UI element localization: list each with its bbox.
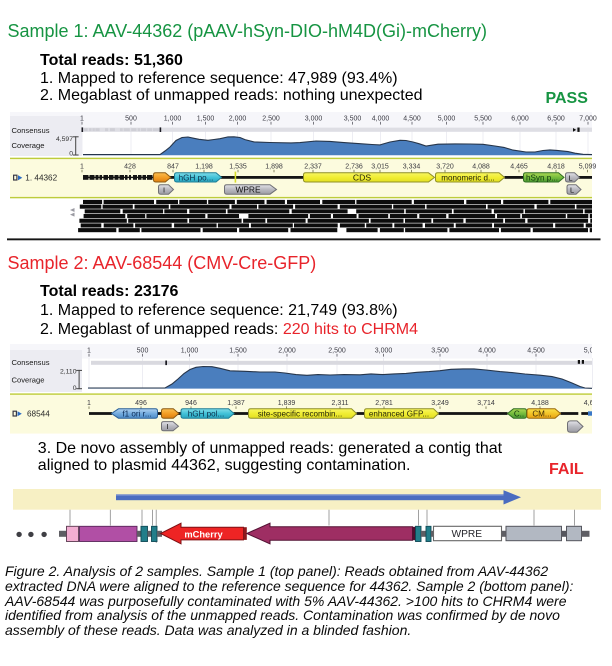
svg-text:2,500: 2,500 xyxy=(328,347,346,354)
svg-text:4,000: 4,000 xyxy=(372,115,390,122)
svg-text:1: 1 xyxy=(80,164,84,171)
svg-text:3,500: 3,500 xyxy=(344,115,362,122)
svg-text:7,000: 7,000 xyxy=(579,115,597,122)
svg-text:Consensus: Consensus xyxy=(12,126,50,135)
svg-text:site-specific recombin...: site-specific recombin... xyxy=(258,409,343,418)
svg-text:496: 496 xyxy=(135,400,147,407)
svg-text:1,198: 1,198 xyxy=(195,164,213,171)
svg-text:1,387: 1,387 xyxy=(227,400,245,407)
svg-text:I: I xyxy=(166,422,168,431)
svg-text:500: 500 xyxy=(125,115,137,122)
svg-text:6,500: 6,500 xyxy=(547,115,565,122)
svg-text:4,500: 4,500 xyxy=(403,115,421,122)
svg-text:hSyn p...: hSyn p... xyxy=(526,173,558,182)
svg-text:1,535: 1,535 xyxy=(229,164,247,171)
svg-text:847: 847 xyxy=(167,164,179,171)
svg-text:hGH po...: hGH po... xyxy=(179,173,214,182)
svg-text:0: 0 xyxy=(73,385,77,392)
svg-text:2,110: 2,110 xyxy=(60,368,77,375)
svg-text:3,720: 3,720 xyxy=(436,164,454,171)
svg-text:4,000: 4,000 xyxy=(478,347,496,354)
svg-text:1: 1 xyxy=(87,400,91,407)
svg-text:4,465: 4,465 xyxy=(510,164,528,171)
svg-text:Consensus: Consensus xyxy=(12,358,50,367)
svg-text:1: 1 xyxy=(87,347,91,354)
svg-text:428: 428 xyxy=(124,164,136,171)
svg-text:1. 44362: 1. 44362 xyxy=(25,174,57,183)
svg-text:Coverage: Coverage xyxy=(12,141,45,150)
svg-text:L: L xyxy=(568,173,572,182)
svg-text:5,500: 5,500 xyxy=(474,115,492,122)
svg-text:3,015: 3,015 xyxy=(371,164,389,171)
svg-text:hGH pol...: hGH pol... xyxy=(188,409,224,418)
svg-text:946: 946 xyxy=(185,400,197,407)
svg-text:4,188: 4,188 xyxy=(531,400,549,407)
svg-text:4,654: 4,654 xyxy=(584,400,602,407)
svg-text:C..: C.. xyxy=(514,409,524,418)
svg-text:5,000: 5,000 xyxy=(584,347,602,354)
svg-text:4,500: 4,500 xyxy=(527,347,545,354)
svg-text:2,781: 2,781 xyxy=(375,400,393,407)
svg-text:2,311: 2,311 xyxy=(332,400,349,407)
svg-text:WPRE: WPRE xyxy=(235,185,261,195)
svg-text:1,000: 1,000 xyxy=(181,347,199,354)
svg-text:4,597: 4,597 xyxy=(56,136,73,143)
svg-text:CM...: CM... xyxy=(532,409,551,418)
svg-text:1: 1 xyxy=(80,115,84,122)
svg-text:CDS: CDS xyxy=(353,173,371,183)
svg-text:mCherry: mCherry xyxy=(184,529,223,539)
svg-text:1,000: 1,000 xyxy=(164,115,182,122)
svg-text:3,334: 3,334 xyxy=(403,164,421,171)
svg-text:3,000: 3,000 xyxy=(305,115,323,122)
svg-text:5,000: 5,000 xyxy=(438,115,456,122)
svg-text:2,500: 2,500 xyxy=(262,115,280,122)
svg-text:enhanced GFP...: enhanced GFP... xyxy=(369,409,429,418)
svg-text:6,000: 6,000 xyxy=(511,115,529,122)
svg-text:3,500: 3,500 xyxy=(431,347,449,354)
svg-text:1,500: 1,500 xyxy=(229,347,247,354)
svg-text:2,736: 2,736 xyxy=(345,164,363,171)
svg-text:f1 ori r...: f1 ori r... xyxy=(122,409,151,418)
svg-text:4,818: 4,818 xyxy=(547,164,565,171)
svg-text:1,898: 1,898 xyxy=(265,164,283,171)
svg-text:1,500: 1,500 xyxy=(197,115,215,122)
svg-text:5,099: 5,099 xyxy=(579,164,597,171)
svg-text:2,000: 2,000 xyxy=(278,347,296,354)
svg-text:2,337: 2,337 xyxy=(304,164,322,171)
svg-text:3,000: 3,000 xyxy=(375,347,393,354)
svg-text:1,839: 1,839 xyxy=(278,400,296,407)
svg-text:L: L xyxy=(570,186,574,195)
svg-text:Coverage: Coverage xyxy=(12,375,45,384)
svg-text:0: 0 xyxy=(69,150,73,157)
svg-text:68544: 68544 xyxy=(27,410,50,419)
svg-text:WPRE: WPRE xyxy=(452,529,483,540)
svg-text:I: I xyxy=(163,186,165,195)
svg-text:monomeric d...: monomeric d... xyxy=(441,173,495,182)
svg-text:4,088: 4,088 xyxy=(472,164,490,171)
svg-text:3,714: 3,714 xyxy=(477,400,495,407)
svg-text:3,249: 3,249 xyxy=(431,400,449,407)
svg-text:500: 500 xyxy=(137,347,149,354)
svg-text:2,000: 2,000 xyxy=(229,115,247,122)
